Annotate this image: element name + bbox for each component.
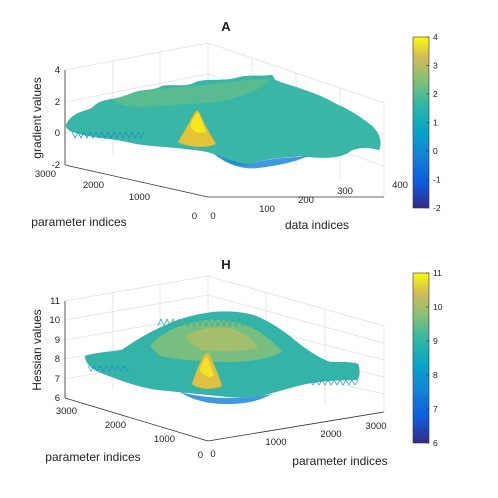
x-tick-label: 3000 xyxy=(365,421,386,432)
panel-h-z-label: Hessian values xyxy=(30,309,44,390)
panel-h-x-ticks: 0 1000 2000 3000 xyxy=(210,421,386,460)
x-tick-label: 400 xyxy=(392,180,408,191)
z-tick-label: 9 xyxy=(55,335,60,346)
panel-h-x-label: parameter indices xyxy=(292,454,387,468)
panel-a-y-label: parameter indices xyxy=(31,215,126,229)
hessian-surface xyxy=(84,311,360,404)
panel-h: H 11 10 9 8 7 6 xyxy=(30,257,443,468)
x-tick-label: 0 xyxy=(210,211,215,222)
colorbar-tick-label: -1 xyxy=(433,175,441,185)
z-tick-label: 11 xyxy=(50,296,60,307)
panel-a-title: A xyxy=(221,19,231,34)
hessian-surface-dome-top xyxy=(186,327,258,352)
gradient-surface-peak-tip xyxy=(190,113,206,133)
gradient-surface-highlight xyxy=(112,79,270,108)
x-tick-label: 100 xyxy=(259,204,275,215)
y-tick-label: 3000 xyxy=(56,406,77,417)
gradient-surface-edge-spikes xyxy=(71,131,145,139)
z-tick-label: 2 xyxy=(55,97,60,108)
panel-h-z-ticks: 11 10 9 8 7 6 xyxy=(49,296,60,404)
colorbar-tick-label: 10 xyxy=(433,302,443,312)
z-tick-label: 7 xyxy=(55,374,60,385)
panel-a-y-ticks: 3000 2000 1000 0 xyxy=(35,169,197,222)
y-tick-label: 2000 xyxy=(83,180,104,191)
z-tick-label: 4 xyxy=(55,65,60,76)
colorbar-a-ticks: -2 -1 0 1 2 3 4 xyxy=(426,32,441,213)
panel-a-z-ticks: 4 2 0 -2 xyxy=(52,65,60,171)
hessian-surface-right-spikes xyxy=(309,379,359,386)
panel-h-y-label: parameter indices xyxy=(45,450,140,464)
panel-a-colorbar: -2 -1 0 1 2 3 4 xyxy=(412,32,441,213)
y-tick-label: 2000 xyxy=(105,420,126,431)
y-tick-label: 1000 xyxy=(129,192,150,203)
y-tick-label: 0 xyxy=(198,450,203,461)
hessian-surface-peak-tip xyxy=(200,357,214,377)
colorbar-tick-label: 9 xyxy=(433,336,438,346)
panel-h-colorbar: 6 7 8 9 10 11 xyxy=(412,268,443,448)
panel-h-title: H xyxy=(221,257,230,272)
panel-a: A 4 2 0 -2 gradient value xyxy=(30,19,441,232)
z-tick-label: -2 xyxy=(52,160,60,171)
hessian-surface-low-front xyxy=(180,392,272,404)
z-tick-label: 0 xyxy=(55,128,60,139)
y-tick-label: 0 xyxy=(192,211,197,222)
colorbar-h-ticks: 6 7 8 9 10 11 xyxy=(426,268,443,448)
panel-h-y-ticks: 3000 2000 1000 0 xyxy=(56,406,203,461)
colorbar-tick-label: 1 xyxy=(433,118,438,128)
z-tick-label: 10 xyxy=(49,315,60,326)
colorbar-h-gradient xyxy=(412,272,430,444)
z-tick-label: 6 xyxy=(55,393,60,404)
colorbar-tick-label: 6 xyxy=(433,438,438,448)
colorbar-tick-label: 7 xyxy=(433,404,438,414)
colorbar-tick-label: 2 xyxy=(433,89,438,99)
y-tick-label: 3000 xyxy=(35,169,56,180)
panel-a-axes xyxy=(64,70,384,198)
colorbar-tick-label: -2 xyxy=(433,203,441,213)
colorbar-tick-label: 3 xyxy=(433,61,438,71)
hessian-surface-edge-spikes xyxy=(157,317,249,328)
colorbar-tick-label: 4 xyxy=(433,32,438,42)
panel-a-x-label: data indices xyxy=(285,218,349,232)
gradient-surface-trough xyxy=(214,154,308,169)
x-tick-label: 300 xyxy=(337,186,353,197)
hessian-surface-left-spikes xyxy=(87,365,131,372)
panel-a-z-label: gradient values xyxy=(30,77,44,158)
colorbar-tick-label: 11 xyxy=(433,268,442,278)
colorbar-tick-label: 8 xyxy=(433,370,438,380)
x-tick-label: 1000 xyxy=(265,437,286,448)
y-tick-label: 1000 xyxy=(154,434,175,445)
x-tick-label: 2000 xyxy=(320,429,341,440)
gradient-surface xyxy=(65,74,381,169)
x-tick-label: 200 xyxy=(298,195,314,206)
panel-h-axes xyxy=(64,301,385,442)
z-tick-label: 8 xyxy=(55,354,60,365)
x-tick-label: 0 xyxy=(210,449,215,460)
colorbar-tick-label: 0 xyxy=(433,146,438,156)
panel-a-x-ticks: 0 100 200 300 400 xyxy=(210,180,408,222)
